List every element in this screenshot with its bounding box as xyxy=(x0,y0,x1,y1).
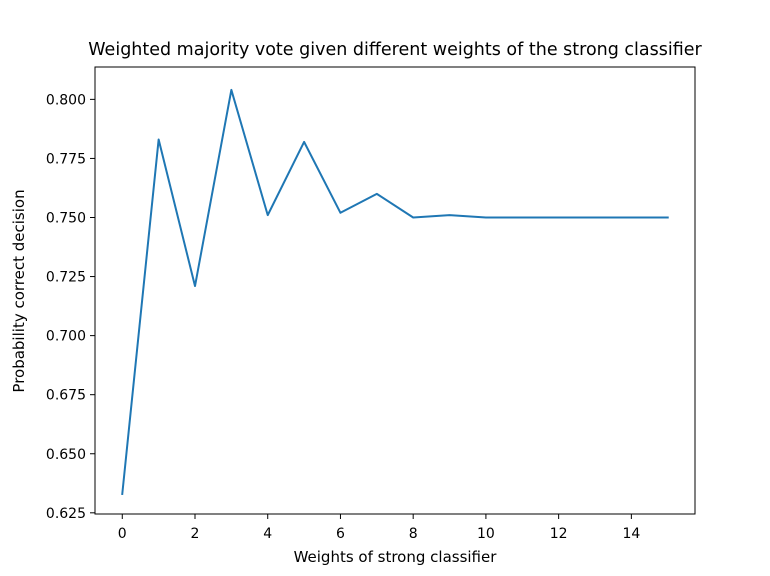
data-point xyxy=(412,216,414,218)
data-point xyxy=(558,216,560,218)
y-tick-label: 0.725 xyxy=(46,270,86,286)
y-axis-label: Probability correct decision xyxy=(10,189,28,392)
x-tick-label: 12 xyxy=(550,526,568,542)
data-point xyxy=(667,216,669,218)
y-tick-label: 0.675 xyxy=(46,388,86,404)
plot-frame xyxy=(94,66,696,515)
y-tick-label: 0.750 xyxy=(46,210,86,226)
chart-title: Weighted majority vote given different w… xyxy=(88,40,702,60)
x-tick-label: 10 xyxy=(477,526,495,542)
y-tick-label: 0.800 xyxy=(46,92,86,108)
data-point xyxy=(630,216,632,218)
x-axis-label: Weights of strong classifier xyxy=(294,548,498,566)
x-tick-label: 0 xyxy=(118,526,127,542)
data-point xyxy=(339,212,341,214)
data-point xyxy=(158,139,160,141)
y-tick-label: 0.775 xyxy=(46,151,86,167)
series-line xyxy=(121,88,669,496)
y-tick-label: 0.625 xyxy=(46,506,86,522)
x-axis: 0 2 4 6 8 10 12 14 xyxy=(118,514,640,542)
y-tick-label: 0.700 xyxy=(46,329,86,345)
data-point xyxy=(376,193,378,195)
data-point xyxy=(449,214,451,216)
data-point xyxy=(485,216,487,218)
data-point xyxy=(521,216,523,218)
x-tick-label: 2 xyxy=(191,526,200,542)
data-point xyxy=(194,285,196,287)
data-point xyxy=(267,214,269,216)
y-axis: 0.625 0.650 0.675 0.700 0.725 0.750 0.775 0.800 xyxy=(46,92,95,522)
series-layer xyxy=(121,88,669,496)
x-tick-label: 8 xyxy=(409,526,418,542)
data-point xyxy=(594,216,596,218)
data-point xyxy=(303,141,305,143)
data-point xyxy=(121,493,123,495)
plot-area: 0 2 4 6 8 10 12 14 0.625 0.650 0.675 0.700 0.725 0.7… xyxy=(46,66,696,542)
y-tick-label: 0.650 xyxy=(46,447,86,463)
x-tick-label: 4 xyxy=(263,526,272,542)
x-tick-label: 14 xyxy=(622,526,640,542)
data-point xyxy=(230,89,232,91)
x-tick-label: 6 xyxy=(336,526,345,542)
